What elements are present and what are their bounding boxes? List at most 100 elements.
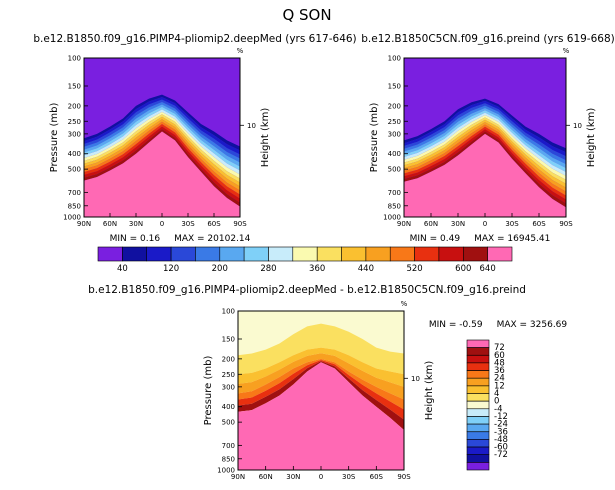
y-tick-label: 100 <box>222 308 235 316</box>
y-tick-label: 700 <box>68 189 81 197</box>
colorbar-swatch <box>466 462 490 471</box>
colorbar-label: -4 <box>494 404 502 414</box>
diff-band-24 <box>238 353 404 400</box>
colorbar-swatch <box>146 246 172 262</box>
panel3-min-max: MIN = -0.59 MAX = 3256.69 <box>429 320 568 330</box>
y-tick-label: 1000 <box>383 214 401 222</box>
colorbar-swatch <box>466 370 490 379</box>
figure-title: Q SON <box>282 6 331 24</box>
colorbar-swatch <box>466 416 490 425</box>
panel2-min-max: MIN = 0.49 MAX = 16945.41 <box>410 234 551 244</box>
colorbar-label: 60 <box>494 351 505 361</box>
x-tick-label: 60S <box>370 473 384 481</box>
y-tick-label: 700 <box>222 442 235 450</box>
y-tick-label: 200 <box>68 102 81 110</box>
corner-symbol: % <box>401 300 408 308</box>
panel3-title: b.e12.B1850.f09_g16.PIMP4-pliomip2.deepM… <box>88 284 526 296</box>
y-tick-label: 100 <box>388 55 401 63</box>
x-tick-label: 60N <box>103 220 117 228</box>
y-tick-label: 250 <box>68 118 81 126</box>
x-tick-label: 30S <box>342 473 356 481</box>
colorbar-label: -24 <box>494 420 508 430</box>
height-tick-label: 10 <box>573 122 582 130</box>
x-tick-label: 0 <box>319 473 323 481</box>
colorbar-swatch <box>243 246 269 262</box>
colorbar-label: 0 <box>494 397 499 407</box>
colorbar-label: 48 <box>494 358 505 368</box>
y-tick-label: 400 <box>388 150 401 158</box>
colorbar-label: -48 <box>494 435 508 445</box>
contour-band-max <box>84 131 240 217</box>
y-tick-label: 500 <box>68 166 81 174</box>
contour-band-5 <box>404 108 566 168</box>
diff-band-12 <box>238 347 404 387</box>
x-tick-label: 90N <box>77 220 91 228</box>
y-axis-label: Pressure (mb) <box>49 103 60 173</box>
contour-band-11 <box>84 119 240 191</box>
y-tick-label: 250 <box>388 118 401 126</box>
y-axis-label: Pressure (mb) <box>369 103 380 173</box>
colorbar-swatch <box>466 454 490 463</box>
y-tick-label: 1000 <box>63 214 81 222</box>
contour-band-max <box>404 133 566 217</box>
colorbar-swatch <box>195 246 221 262</box>
y-tick-label: 400 <box>68 150 81 158</box>
colorbar-swatch <box>365 246 391 262</box>
colorbar-swatch <box>268 246 294 262</box>
colorbar-label: -12 <box>494 412 508 422</box>
colorbar-horizontal: 40 120 200 280 360 440 520 600 640 <box>97 246 513 274</box>
colorbar-label: 280 <box>260 264 276 274</box>
y-tick-label: 200 <box>388 102 401 110</box>
y-tick-label: 150 <box>222 335 235 343</box>
colorbar-swatch <box>466 431 490 440</box>
y-tick-label: 1000 <box>217 467 235 475</box>
colorbar-label: 360 <box>309 264 325 274</box>
diff-band-60 <box>238 361 404 430</box>
colorbar-swatch <box>466 354 490 364</box>
x-tick-label: 60S <box>532 220 546 228</box>
y-tick-label: 850 <box>68 202 81 210</box>
colorbar-swatch <box>466 408 490 417</box>
height-tick-label: 10 <box>247 122 256 130</box>
contour-band-12 <box>84 121 240 195</box>
colorbar-label: 12 <box>494 381 505 391</box>
x-tick-label: 90N <box>231 473 245 481</box>
x-tick-label: 90S <box>233 220 247 228</box>
contour-band-6 <box>404 110 566 172</box>
contour-band-4 <box>84 102 240 163</box>
colorbar-swatch <box>466 446 490 456</box>
y-tick-label: 300 <box>222 383 235 391</box>
contour-band-4 <box>404 105 566 165</box>
y-tick-label: 150 <box>388 82 401 90</box>
contour-band-13 <box>404 126 566 200</box>
panel1-min-max: MIN = 0.16 MAX = 20102.14 <box>110 234 251 244</box>
diff-band-4 <box>238 323 404 375</box>
colorbar-label: 24 <box>494 374 505 384</box>
colorbar-swatch <box>292 246 318 262</box>
x-tick-label: 30S <box>505 220 519 228</box>
colorbar-swatch <box>122 246 148 262</box>
colorbar-swatch <box>97 246 123 262</box>
colorbar-swatch <box>462 246 488 262</box>
colorbar-label: -36 <box>494 427 508 437</box>
y-tick-label: 700 <box>388 189 401 197</box>
colorbar-label: 4 <box>494 389 499 399</box>
contour-band-3 <box>404 103 566 161</box>
y-tick-label: 300 <box>388 130 401 138</box>
colorbar-label: 600 <box>455 264 471 274</box>
colorbar-swatch <box>487 246 513 262</box>
diff-band-48 <box>238 360 404 420</box>
y-tick-label: 150 <box>68 82 81 90</box>
colorbar-swatch <box>438 246 464 262</box>
contour-band-10 <box>84 116 240 187</box>
contour-band-12 <box>404 124 566 196</box>
colorbar-swatch <box>316 246 342 262</box>
x-tick-label: 60N <box>424 220 438 228</box>
contour-band-7 <box>84 109 240 175</box>
colorbar-swatch <box>466 362 490 371</box>
contour-band-9 <box>84 114 240 183</box>
colorbar-swatch <box>466 393 490 402</box>
